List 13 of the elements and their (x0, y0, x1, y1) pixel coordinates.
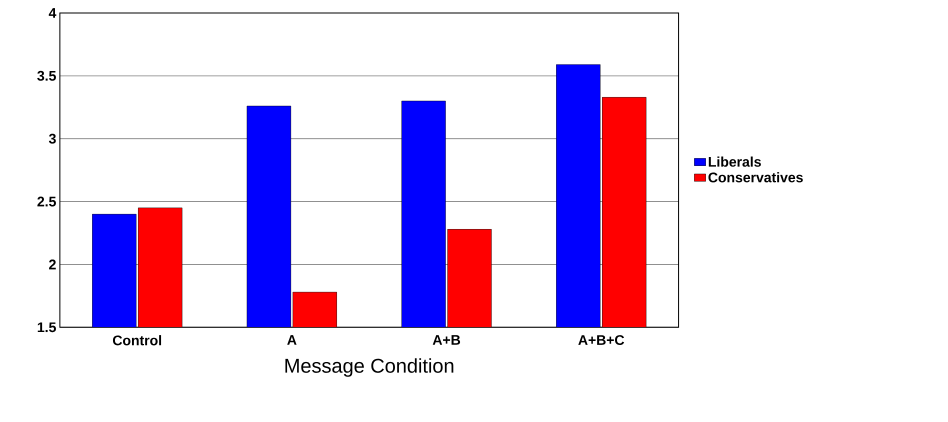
x-tick-label: A+B (432, 335, 460, 345)
y-tick-label: 3 (48, 134, 56, 144)
x-tick-label: Control (112, 335, 162, 346)
x-axis-title: Message Condition (285, 358, 454, 377)
y-tick-label: 4 (48, 8, 56, 18)
x-tick-label: A+B+C (578, 335, 624, 345)
y-tick-label: 2.5 (37, 196, 56, 206)
legend-label: Conservatives (708, 172, 803, 182)
x-tick-label: A (287, 335, 297, 345)
legend-label: Liberals (708, 156, 761, 167)
y-tick-label: 2 (49, 260, 56, 270)
y-tick-label: 1.5 (38, 322, 56, 332)
y-tick-label: 3.5 (37, 70, 56, 81)
